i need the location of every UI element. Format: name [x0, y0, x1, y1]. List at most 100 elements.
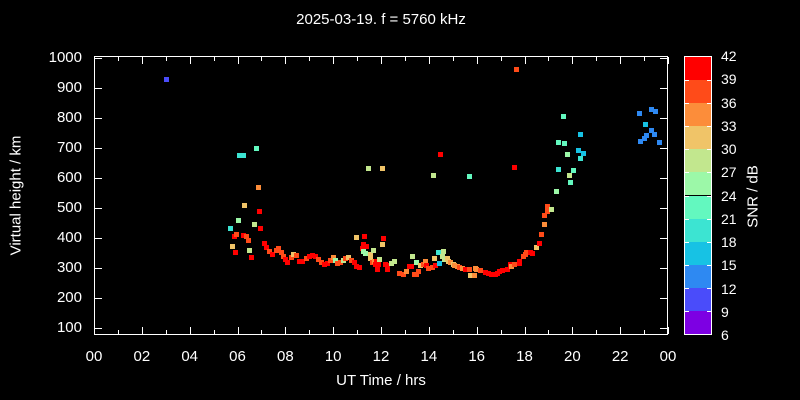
x-minor-tick-top [309, 57, 311, 61]
y-major-tick-right [660, 88, 667, 89]
data-point [504, 267, 510, 273]
y-major-tick [95, 268, 102, 269]
colorbar-tick [685, 241, 689, 243]
colorbar-tick [685, 218, 689, 220]
data-point [310, 253, 316, 259]
data-point [380, 242, 386, 248]
data-point [333, 258, 339, 264]
x-minor-tick [357, 330, 359, 334]
data-point [385, 263, 391, 268]
x-tick-label: 00 [659, 348, 677, 365]
data-point [246, 248, 252, 254]
data-point [354, 235, 360, 241]
data-point [335, 261, 341, 267]
x-tick-label: 18 [516, 348, 533, 365]
data-point [460, 266, 466, 272]
data-point [289, 255, 295, 261]
colorbar-tick-label: 42 [721, 48, 737, 64]
x-minor-tick-top [213, 57, 215, 61]
x-major-tick [620, 327, 622, 334]
y-major-tick [95, 208, 102, 209]
x-tick-label: 06 [229, 348, 246, 365]
y-major-tick-right [660, 148, 667, 149]
x-minor-tick [500, 330, 502, 334]
data-point [482, 270, 488, 276]
x-tick-label: 12 [372, 348, 390, 365]
data-point [349, 258, 355, 264]
data-point [432, 256, 438, 262]
x-axis-title: UT Time / hrs [336, 372, 426, 389]
x-major-tick [668, 327, 669, 334]
data-point [242, 202, 248, 208]
data-point [556, 140, 562, 145]
x-minor-tick-top [596, 57, 598, 61]
data-point [414, 272, 420, 278]
data-point [364, 244, 370, 250]
data-point [361, 242, 367, 248]
x-minor-tick [261, 330, 263, 334]
x-minor-tick [548, 330, 550, 334]
data-point [331, 255, 337, 261]
y-major-tick-right [660, 118, 667, 119]
colorbar-tick-label: 18 [721, 234, 737, 250]
data-point [240, 153, 246, 159]
data-point [232, 250, 238, 256]
colorbar-tick [707, 149, 711, 151]
x-major-tick [524, 327, 526, 334]
data-point [424, 263, 430, 268]
data-point [294, 253, 300, 259]
y-tick-label: 700 [56, 139, 82, 156]
data-point [454, 264, 460, 270]
data-point [392, 259, 398, 265]
data-point [656, 140, 662, 145]
data-point [566, 172, 572, 178]
x-major-tick-top [141, 57, 143, 64]
data-point [384, 267, 390, 273]
data-point [570, 167, 576, 173]
y-major-tick [95, 328, 102, 329]
colorbar-tick [685, 287, 689, 289]
x-minor-tick-top [261, 57, 263, 61]
colorbar-tick-label: 36 [721, 94, 737, 111]
y-major-tick-right [660, 178, 667, 179]
data-point [430, 265, 436, 271]
x-tick-label: 00 [85, 348, 103, 365]
y-major-tick-right [660, 238, 667, 239]
colorbar-segment [685, 287, 711, 311]
colorbar-tick [707, 287, 711, 289]
colorbar-segment [685, 218, 711, 242]
colorbar-segment [685, 241, 711, 265]
data-point [363, 251, 369, 257]
colorbar-tick [685, 103, 689, 105]
x-major-tick [94, 327, 95, 334]
colorbar-segment [685, 103, 711, 127]
colorbar-tick-label: 21 [721, 210, 737, 227]
y-major-tick-right [660, 298, 667, 299]
data-point [486, 271, 492, 277]
data-point [441, 249, 447, 255]
data-point [433, 263, 439, 268]
colorbar-segment [685, 264, 711, 288]
y-tick-label: 600 [56, 169, 82, 186]
data-point [648, 128, 654, 134]
x-minor-tick [644, 330, 646, 334]
data-point [562, 141, 568, 147]
y-tick-label: 800 [56, 109, 82, 126]
data-point [346, 255, 352, 261]
x-minor-tick-top [452, 57, 454, 61]
x-minor-tick [452, 330, 454, 334]
colorbar-tick [707, 195, 711, 197]
data-point [297, 259, 303, 265]
data-point [373, 262, 379, 268]
y-major-tick-right [660, 328, 667, 329]
y-major-tick-right [660, 208, 667, 209]
colorbar-tick [707, 80, 711, 82]
data-point [418, 263, 424, 268]
data-point [509, 264, 515, 270]
data-point [457, 265, 463, 271]
data-point [536, 240, 542, 246]
x-minor-tick-top [644, 57, 646, 61]
colorbar-tick [685, 80, 689, 82]
x-tick-label: 22 [611, 348, 629, 365]
colorbar-tick-label: 6 [721, 327, 729, 343]
